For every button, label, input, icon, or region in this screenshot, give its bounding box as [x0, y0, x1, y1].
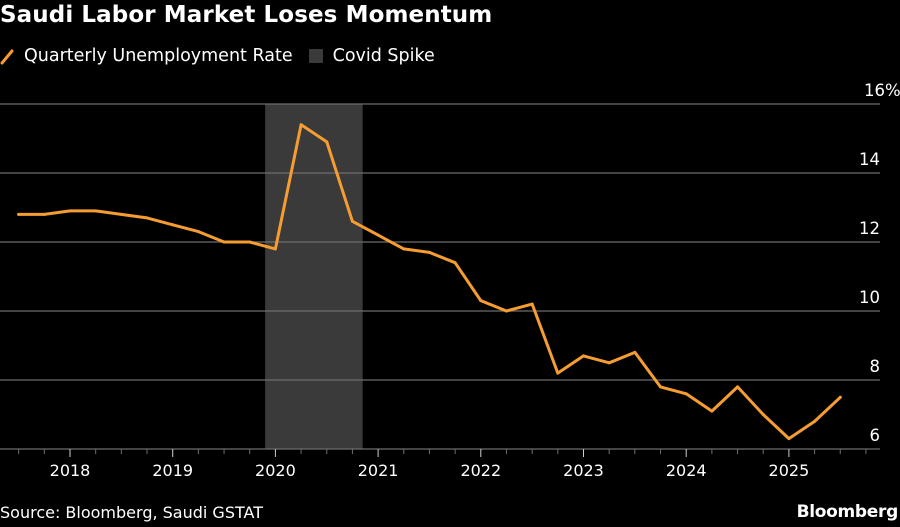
x-tick-label: 2023: [563, 461, 604, 480]
data-point: [556, 371, 560, 375]
x-tick-label: 2024: [666, 461, 707, 480]
legend: Quarterly Unemployment Rate Covid Spike: [0, 44, 451, 68]
x-tick-label: 2021: [358, 461, 399, 480]
data-point: [504, 309, 508, 313]
data-point: [248, 240, 252, 244]
line-swatch-icon: [0, 44, 14, 68]
y-tick-label: 16%: [864, 81, 900, 100]
data-point: [838, 395, 842, 399]
series-line-unemployment: [17, 123, 842, 441]
data-point: [68, 209, 72, 213]
y-tick-label: 6: [870, 426, 881, 445]
data-point: [350, 219, 354, 223]
data-point: [325, 140, 329, 144]
legend-label-unemployment: Quarterly Unemployment Rate: [24, 46, 293, 66]
legend-item-unemployment: Quarterly Unemployment Rate: [0, 44, 293, 68]
legend-label-covid: Covid Spike: [332, 46, 435, 66]
data-point: [633, 350, 637, 354]
data-point: [145, 216, 149, 220]
y-tick-label: 8: [870, 357, 881, 376]
source-note: Source: Bloomberg, Saudi GSTAT: [0, 503, 263, 522]
legend-item-covid: Covid Spike: [308, 46, 435, 66]
data-point: [402, 247, 406, 251]
data-point: [299, 123, 303, 127]
data-point: [659, 385, 663, 389]
data-point: [736, 385, 740, 389]
data-point: [119, 212, 123, 216]
x-tick-label: 2020: [255, 461, 296, 480]
covid-spike-band: [265, 104, 363, 449]
data-point: [787, 437, 791, 441]
x-tick-label: 2018: [50, 461, 91, 480]
data-point: [479, 299, 483, 303]
data-point: [710, 409, 714, 413]
data-point: [813, 419, 817, 423]
data-point: [582, 354, 585, 358]
y-tick-label: 12: [859, 219, 880, 238]
x-tick-label: 2022: [460, 461, 501, 480]
data-point: [171, 223, 175, 227]
data-point: [684, 392, 688, 396]
data-point: [17, 212, 21, 216]
data-point: [607, 361, 611, 365]
line-swatch-glyph: [0, 49, 14, 65]
data-point: [196, 230, 200, 234]
data-point: [427, 250, 431, 254]
bloomberg-logo: Bloomberg: [796, 502, 899, 522]
data-point: [94, 209, 98, 213]
y-tick-label: 10: [859, 288, 880, 307]
y-tick-label: 14: [859, 150, 880, 169]
data-point: [530, 302, 534, 306]
data-point: [222, 240, 226, 244]
data-point: [453, 261, 457, 265]
data-point: [376, 233, 380, 237]
x-tick-label: 2025: [769, 461, 810, 480]
x-tick-label: 2019: [152, 461, 193, 480]
data-point: [273, 247, 277, 251]
box-swatch-icon: [308, 49, 323, 63]
chart-title: Saudi Labor Market Loses Momentum: [0, 2, 493, 28]
data-point: [761, 413, 765, 416]
data-point: [42, 212, 46, 216]
